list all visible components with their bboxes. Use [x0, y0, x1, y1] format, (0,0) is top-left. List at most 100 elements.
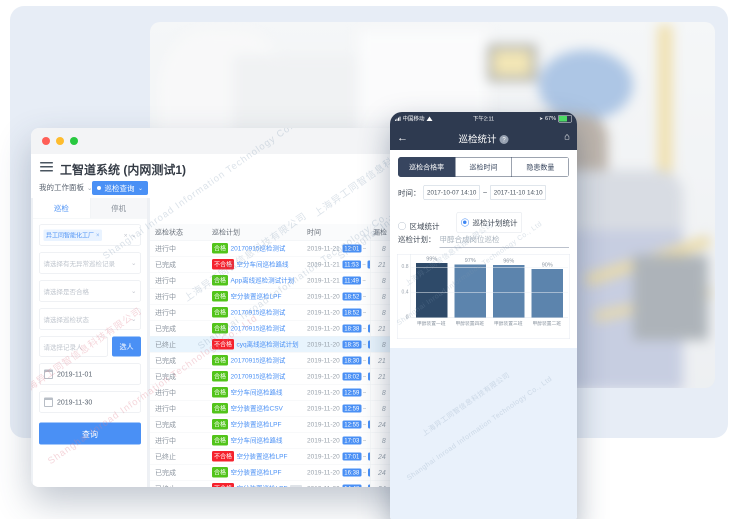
menu-icon[interactable] — [40, 162, 53, 172]
tilde: ~ — [362, 437, 367, 444]
plan-link[interactable]: 20170915巡检测试 — [230, 324, 286, 333]
page-title: 工智道系统 (内网测试1) — [60, 163, 186, 178]
result-badge: 合格 — [212, 435, 229, 446]
plan-link[interactable]: 空分装置巡检LPF — [237, 485, 288, 488]
segment-tab[interactable]: 巡检合格率 — [398, 157, 455, 177]
status-cell: 进行中 — [150, 288, 207, 305]
plan-link[interactable]: 20170915巡检测试 — [230, 372, 286, 381]
time-chip-start: 11:53 — [342, 260, 361, 269]
radio-option[interactable]: 区域统计 — [398, 212, 440, 240]
filter-select[interactable]: 请选择巡检状态 ⌄ — [39, 308, 141, 330]
segment-tab[interactable]: 隐患数量 — [511, 157, 569, 177]
remove-tag-icon[interactable]: × — [96, 231, 100, 239]
plan-link[interactable]: 空分装置巡检LPF — [230, 420, 282, 429]
bar — [531, 268, 563, 318]
status-cell: 进行中 — [150, 240, 207, 257]
stat-mode-radios: 区域统计 巡检计划统计 — [398, 212, 569, 240]
missed-count: 21 — [377, 372, 386, 381]
filter-select[interactable]: 请选择是否合格 ⌄ — [39, 280, 141, 302]
help-icon[interactable]: ? — [499, 135, 509, 144]
plan-link[interactable]: 20170915巡检测试 — [230, 308, 286, 317]
factory-select[interactable]: 异工同智能化工厂 × × ⌄ — [39, 224, 141, 246]
missed-count: 24 — [377, 468, 386, 477]
date-label: 2019-11-20 — [307, 388, 340, 397]
result-badge: 合格 — [212, 403, 229, 414]
tilde: ~ — [362, 245, 367, 252]
tab-inspection-query[interactable]: 巡检查询 ⌄ — [92, 181, 149, 195]
date-label: 2019-11-20 — [307, 308, 340, 317]
date-label: 2019-11-20 — [307, 404, 340, 413]
missed-count: 8 — [381, 404, 386, 413]
plan-link[interactable]: 空分车间巡检路线 — [236, 260, 289, 269]
filter-select[interactable]: 请选择有无异常巡检记录 ⌄ — [39, 252, 141, 274]
result-badge: 合格 — [212, 243, 229, 254]
plan-link[interactable]: App离线巡检测试计划 — [230, 276, 295, 285]
time-cell: 2019-11-2014:48~14:55 — [302, 480, 370, 487]
time-cell: 2019-11-20 12:59 ~ — [302, 384, 370, 401]
segment-tab[interactable]: 巡检时间 — [454, 157, 512, 177]
time-chip-start: 18:02 — [342, 372, 362, 381]
radio-selected-icon — [461, 218, 470, 227]
missed-cell: 21 — [369, 352, 390, 369]
tilde: ~ — [362, 469, 367, 476]
select-placeholder: 请选择巡检状态 — [43, 315, 90, 324]
time-chip-start: 12:55 — [342, 420, 362, 429]
plan-link[interactable]: 空分装置巡检CSV — [230, 404, 283, 413]
search-button[interactable]: 查询 — [39, 422, 141, 445]
time-cell: 2019-11-20 17:03 ~ — [302, 432, 370, 449]
recorder-input[interactable]: 请选择记录人 — [39, 336, 108, 357]
tilde: ~ — [362, 389, 367, 396]
plan-input[interactable]: 甲醇合成岗位巡检 — [439, 234, 569, 248]
missed-cell: 24 — [369, 416, 390, 433]
pick-person-button[interactable]: 选人 — [112, 336, 141, 357]
plan-link[interactable]: cyq离线巡检测试计划 — [236, 340, 299, 349]
missed-cell: 8 — [369, 400, 390, 417]
phone-status-bar: 中国移动 下午2:11 ➤ 67% — [390, 112, 577, 125]
result-badge: 不合格 — [212, 451, 235, 462]
close-window-icon[interactable] — [42, 137, 50, 145]
plan-link[interactable]: 空分装置巡检LPF — [230, 468, 282, 477]
date-from-input[interactable]: 2019-11-01 — [39, 363, 141, 385]
radio-option[interactable]: 巡检计划统计 — [456, 212, 523, 233]
plan-link[interactable]: 20170915巡检测试 — [230, 356, 286, 365]
bar — [493, 265, 525, 318]
date-to-input[interactable]: 2019-11-30 — [39, 391, 141, 413]
clear-icon[interactable]: × — [123, 231, 128, 239]
missed-count: 8 — [381, 340, 386, 349]
bar-value-label: 90% — [541, 261, 553, 268]
time-from-field[interactable]: 2017-10-07 14:10 — [423, 185, 480, 200]
plan-link[interactable]: 20170915巡检测试 — [230, 244, 286, 253]
plan-link[interactable]: 空分装置巡检LPF — [236, 452, 288, 461]
filter-sidebar: 巡检 停机 异工同智能化工厂 × × ⌄ 请选择有无异常巡检记录 ⌄ 请选择是否合格 ⌄… — [33, 198, 148, 487]
gridline — [411, 267, 568, 268]
time-cell: 2019-11-21 12:01 ~ — [302, 240, 370, 257]
tab-workspace[interactable]: 我的工作面板 ⌄ — [39, 183, 93, 193]
time-label: 时间： — [398, 188, 421, 198]
plan-link[interactable]: 空分车间巡检路线 — [230, 436, 283, 445]
plan-cell: 合格 20170915巡检测试 — [207, 304, 302, 321]
time-to-field[interactable]: 2017-11-10 14:10 — [490, 185, 547, 200]
missed-cell: 8 — [369, 240, 390, 257]
result-badge: 合格 — [212, 467, 229, 478]
sidebar-tab-shutdown[interactable]: 停机 — [89, 198, 147, 218]
maximize-window-icon[interactable] — [70, 137, 78, 145]
time-cell: 2019-11-2017:01~17:04 — [302, 448, 370, 465]
minimize-window-icon[interactable] — [56, 137, 64, 145]
plan-link[interactable]: 空分装置巡检LPF — [230, 292, 282, 301]
time-range-row: 时间： 2017-10-07 14:10 ~ 2017-11-10 14:10 — [398, 185, 569, 200]
home-button[interactable]: ⌂ — [564, 131, 570, 143]
plan-link[interactable]: 空分车间巡检路线 — [230, 388, 283, 397]
chevron-down-icon: ⌄ — [131, 231, 137, 239]
back-button[interactable]: ← — [397, 131, 408, 144]
missed-count: 21 — [377, 356, 386, 365]
time-chip-start: 18:30 — [342, 356, 362, 365]
phone-content: 巡检合格率 巡检时间 隐患数量 时间： 2017-10-07 14:10 ~ 201… — [390, 150, 577, 519]
wifi-icon — [426, 116, 433, 121]
tilde: ~ — [362, 277, 366, 284]
sidebar-tab-inspection[interactable]: 巡检 — [33, 198, 90, 218]
x-tick-label: 甲醇装置四班 — [455, 321, 484, 327]
calendar-icon — [44, 397, 53, 407]
tilde: ~ — [482, 188, 488, 197]
